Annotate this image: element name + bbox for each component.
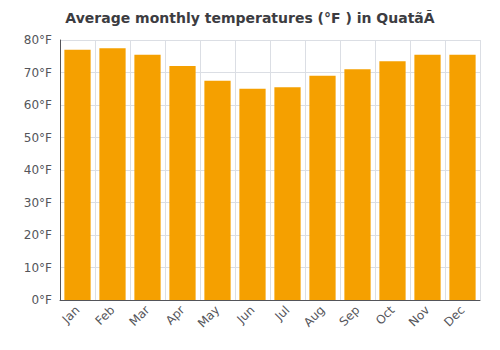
svg-text:Jul: Jul bbox=[272, 303, 293, 324]
svg-text:Jun: Jun bbox=[234, 303, 258, 327]
svg-text:50°F: 50°F bbox=[24, 131, 52, 145]
svg-text:80°F: 80°F bbox=[24, 33, 52, 47]
svg-text:Nov: Nov bbox=[406, 303, 432, 329]
svg-text:Feb: Feb bbox=[93, 303, 118, 328]
svg-text:0°F: 0°F bbox=[31, 293, 52, 307]
svg-text:60°F: 60°F bbox=[24, 98, 52, 112]
svg-text:40°F: 40°F bbox=[24, 163, 52, 177]
svg-text:30°F: 30°F bbox=[24, 196, 52, 210]
svg-text:70°F: 70°F bbox=[24, 66, 52, 80]
svg-text:10°F: 10°F bbox=[24, 261, 52, 275]
svg-text:Mar: Mar bbox=[127, 303, 153, 329]
svg-text:Jan: Jan bbox=[59, 303, 83, 327]
svg-text:Dec: Dec bbox=[441, 303, 467, 329]
svg-text:Apr: Apr bbox=[163, 303, 188, 328]
svg-text:Sep: Sep bbox=[337, 303, 363, 329]
svg-text:May: May bbox=[195, 303, 222, 330]
svg-text:20°F: 20°F bbox=[24, 228, 52, 242]
svg-text:Oct: Oct bbox=[373, 303, 398, 328]
svg-text:Average monthly temperatures (: Average monthly temperatures (°F ) in Qu… bbox=[65, 10, 434, 26]
svg-text:Aug: Aug bbox=[301, 303, 327, 329]
